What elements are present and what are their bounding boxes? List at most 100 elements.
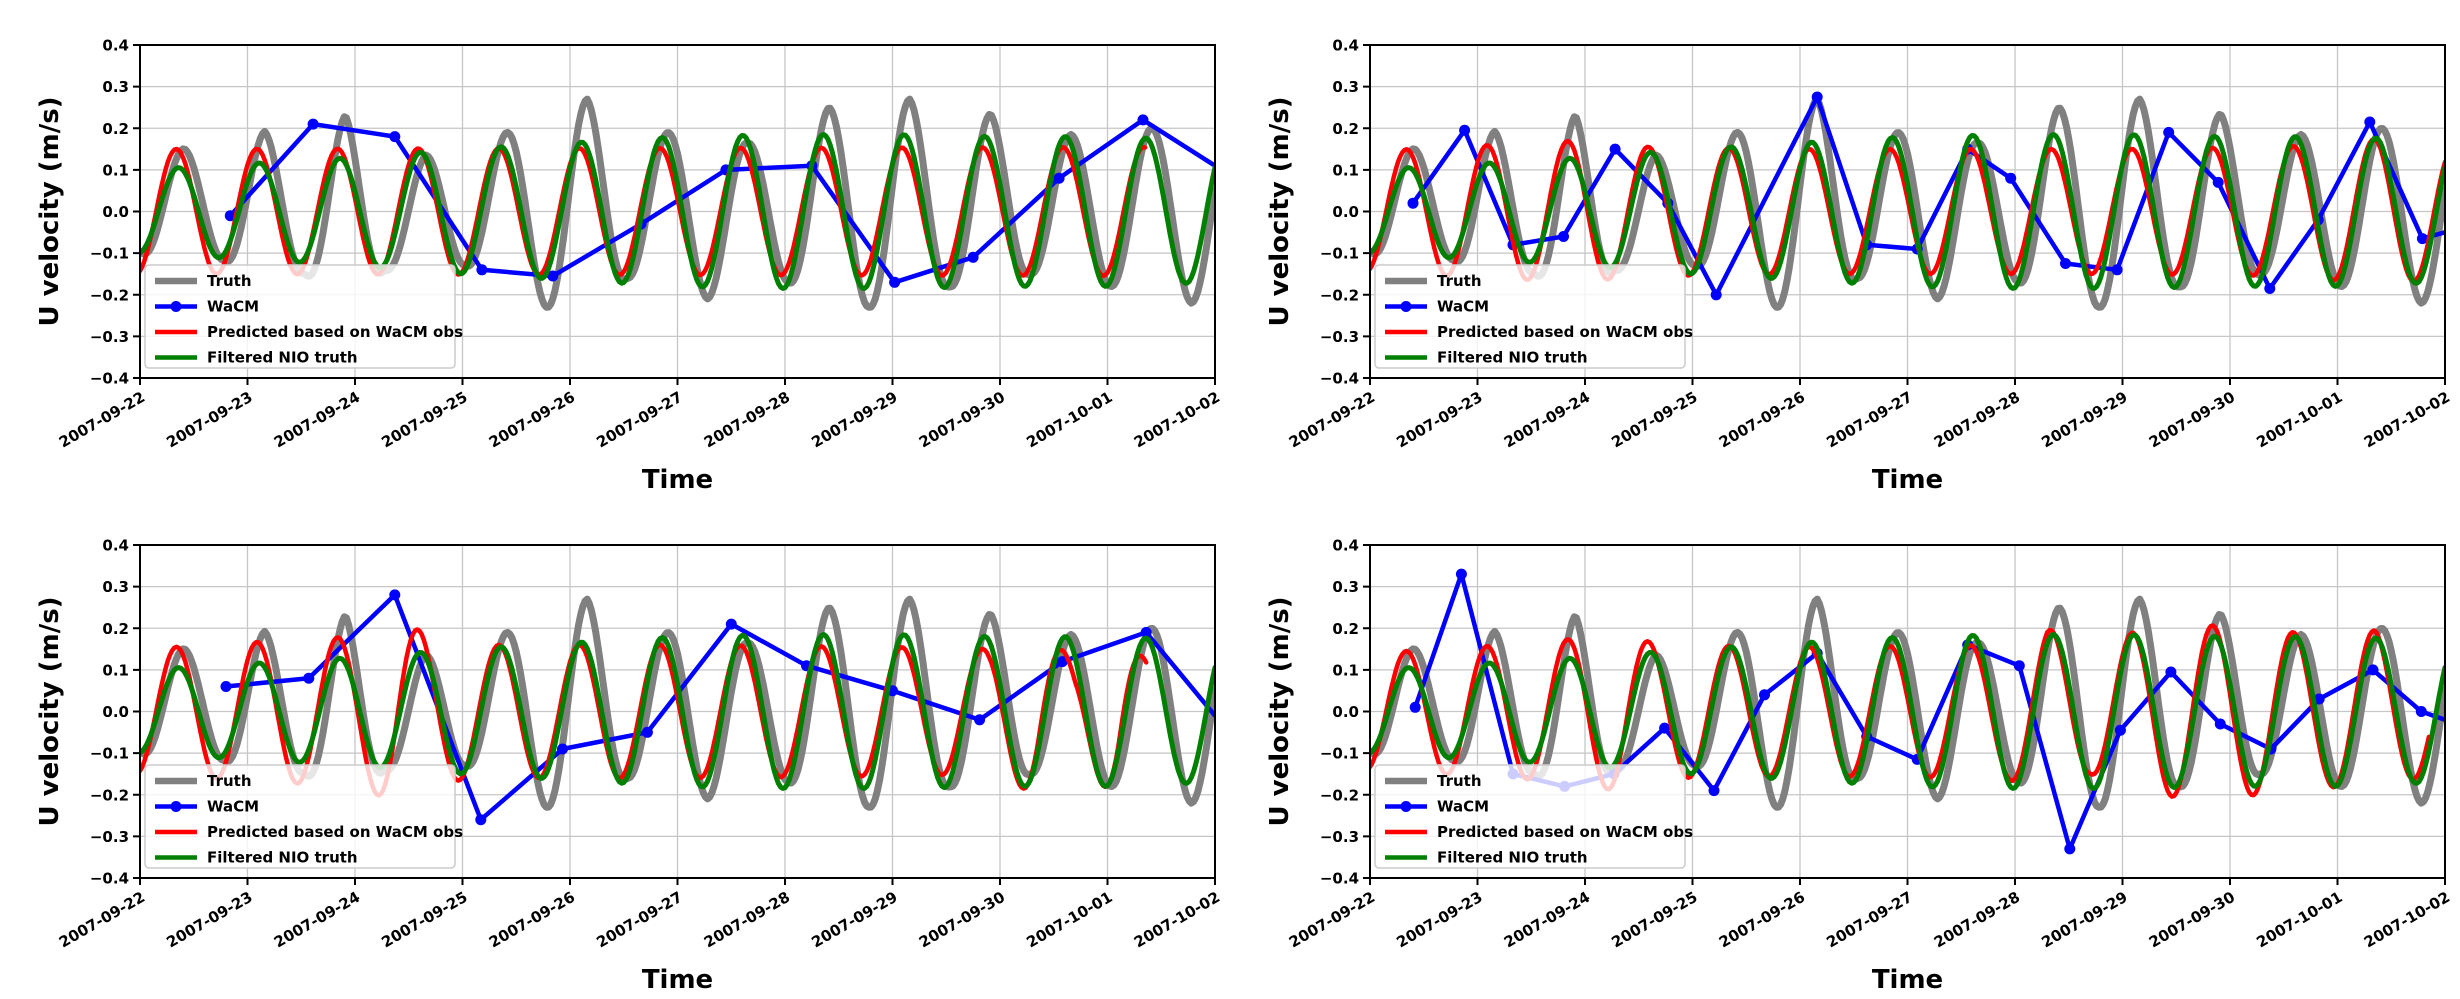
plot-area bbox=[1370, 91, 2445, 311]
wacm-marker bbox=[641, 726, 653, 738]
wacm-marker bbox=[476, 264, 488, 276]
legend: Truth WaCM Predicted based on WaCM obs Filt… bbox=[1374, 763, 1693, 869]
y-tick-label: −0.1 bbox=[1320, 744, 1359, 762]
wacm-marker bbox=[475, 813, 487, 825]
y-tick-label: 0.4 bbox=[102, 536, 129, 554]
y-tick-label: 0.0 bbox=[1332, 203, 1359, 221]
plot-area bbox=[140, 588, 1215, 825]
filtered-nio-truth-line bbox=[1370, 132, 2445, 291]
y-tick-label: −0.2 bbox=[90, 786, 129, 804]
filtered-nio-truth-line bbox=[140, 631, 1215, 791]
wacm-marker bbox=[1708, 784, 1720, 796]
y-tick-label: −0.4 bbox=[90, 869, 129, 887]
wacm-marker bbox=[2214, 718, 2226, 729]
y-tick-label: −0.2 bbox=[1320, 786, 1359, 804]
wacm-marker bbox=[547, 270, 559, 282]
y-tick-label: 0.0 bbox=[1332, 703, 1359, 721]
wacm-marker bbox=[2013, 659, 2025, 671]
legend-label: Truth bbox=[1437, 772, 1482, 790]
wacm-marker bbox=[2114, 724, 2126, 736]
wacm-marker bbox=[2264, 283, 2276, 294]
wacm-marker bbox=[889, 276, 901, 288]
wacm-marker bbox=[2415, 705, 2427, 717]
wacm-marker bbox=[725, 618, 737, 630]
legend-label: Truth bbox=[207, 772, 252, 790]
y-tick-label: 0.2 bbox=[1332, 619, 1359, 637]
y-tick-label: −0.4 bbox=[90, 370, 129, 388]
x-axis-label: Time bbox=[642, 465, 713, 495]
y-tick-label: 0.3 bbox=[1332, 78, 1359, 96]
wacm-marker bbox=[1609, 143, 1621, 155]
wacm-marker bbox=[220, 680, 232, 692]
legend-label: Predicted based on WaCM obs bbox=[1437, 323, 1693, 341]
x-axis-label: Time bbox=[1872, 965, 1943, 995]
wacm-marker bbox=[1659, 722, 1671, 734]
wacm-marker bbox=[2165, 666, 2177, 677]
legend-marker-circle bbox=[170, 800, 182, 812]
y-tick-label: 0.3 bbox=[102, 578, 129, 596]
y-axis-label: U velocity (m/s) bbox=[35, 596, 65, 826]
y-tick-label: −0.3 bbox=[90, 328, 129, 346]
wacm-marker bbox=[389, 131, 401, 143]
plot-area bbox=[140, 95, 1215, 311]
y-tick-label: 0.2 bbox=[102, 619, 129, 637]
wacm-marker bbox=[1558, 231, 1569, 242]
legend-label: WaCM bbox=[207, 797, 259, 815]
legend: Truth WaCM Predicted based on WaCM obs Filt… bbox=[144, 264, 463, 369]
panel-bottom-right: 0.40.30.20.10.0−0.1−0.2−0.3−0.42007-09-2… bbox=[1230, 499, 2460, 999]
legend-label: Filtered NIO truth bbox=[207, 848, 358, 866]
wacm-marker bbox=[2212, 176, 2224, 188]
y-tick-label: −0.1 bbox=[1320, 245, 1359, 263]
wacm-marker bbox=[1409, 701, 1421, 713]
legend-label: Filtered NIO truth bbox=[207, 349, 358, 367]
y-tick-label: 0.4 bbox=[1332, 536, 1359, 554]
predicted-based-on-wacm-obs-line bbox=[1370, 136, 2445, 284]
wacm-marker bbox=[303, 672, 315, 684]
y-tick-label: 0.0 bbox=[102, 703, 129, 721]
y-tick-label: −0.2 bbox=[1320, 286, 1359, 304]
y-tick-label: 0.3 bbox=[1332, 578, 1359, 596]
wacm-marker bbox=[307, 118, 319, 130]
wacm-marker bbox=[2163, 126, 2175, 138]
y-tick-label: 0.2 bbox=[102, 120, 129, 138]
wacm-marker bbox=[1137, 114, 1149, 126]
wacm-marker bbox=[2367, 663, 2379, 675]
x-axis-label: Time bbox=[1872, 465, 1943, 495]
wacm-marker bbox=[1056, 655, 1068, 667]
x-axis-label: Time bbox=[642, 965, 713, 995]
y-tick-label: −0.2 bbox=[90, 286, 129, 304]
legend-label: WaCM bbox=[207, 298, 259, 316]
legend: Truth WaCM Predicted based on WaCM obs Filt… bbox=[1374, 264, 1693, 369]
wacm-marker bbox=[1759, 688, 1770, 700]
y-tick-label: −0.1 bbox=[90, 744, 129, 762]
wacm-marker bbox=[974, 713, 986, 725]
filtered-nio-truth-line bbox=[140, 132, 1215, 291]
y-axis-label: U velocity (m/s) bbox=[35, 96, 65, 326]
legend-box bbox=[1374, 264, 1686, 369]
legend-box bbox=[144, 763, 456, 869]
wacm-marker bbox=[1407, 197, 1419, 209]
y-tick-label: −0.3 bbox=[1320, 827, 1359, 845]
legend-label: WaCM bbox=[1437, 797, 1489, 815]
wacm-marker bbox=[1459, 124, 1471, 136]
wacm-marker bbox=[1053, 172, 1065, 184]
wacm-marker bbox=[557, 743, 568, 754]
wacm-marker bbox=[967, 251, 979, 263]
y-axis-label: U velocity (m/s) bbox=[1265, 96, 1295, 326]
legend-marker-circle bbox=[1400, 800, 1412, 812]
wacm-marker bbox=[2111, 264, 2123, 276]
legend-label: WaCM bbox=[1437, 298, 1489, 316]
wacm-marker bbox=[1455, 568, 1467, 580]
y-tick-label: 0.4 bbox=[102, 37, 129, 55]
wacm-marker bbox=[1140, 626, 1152, 638]
wacm-marker bbox=[1811, 91, 1823, 103]
wacm-marker bbox=[389, 588, 401, 600]
wacm-marker bbox=[2364, 116, 2376, 128]
y-tick-label: 0.1 bbox=[102, 161, 129, 179]
wacm-marker bbox=[2416, 233, 2428, 245]
wacm-marker bbox=[1710, 289, 1722, 301]
tick-marks bbox=[133, 44, 1216, 385]
panel-top-left: 0.40.30.20.10.0−0.1−0.2−0.3−0.42007-09-2… bbox=[0, 0, 1230, 500]
legend-label: Predicted based on WaCM obs bbox=[207, 323, 463, 341]
legend-box bbox=[1374, 763, 1686, 869]
